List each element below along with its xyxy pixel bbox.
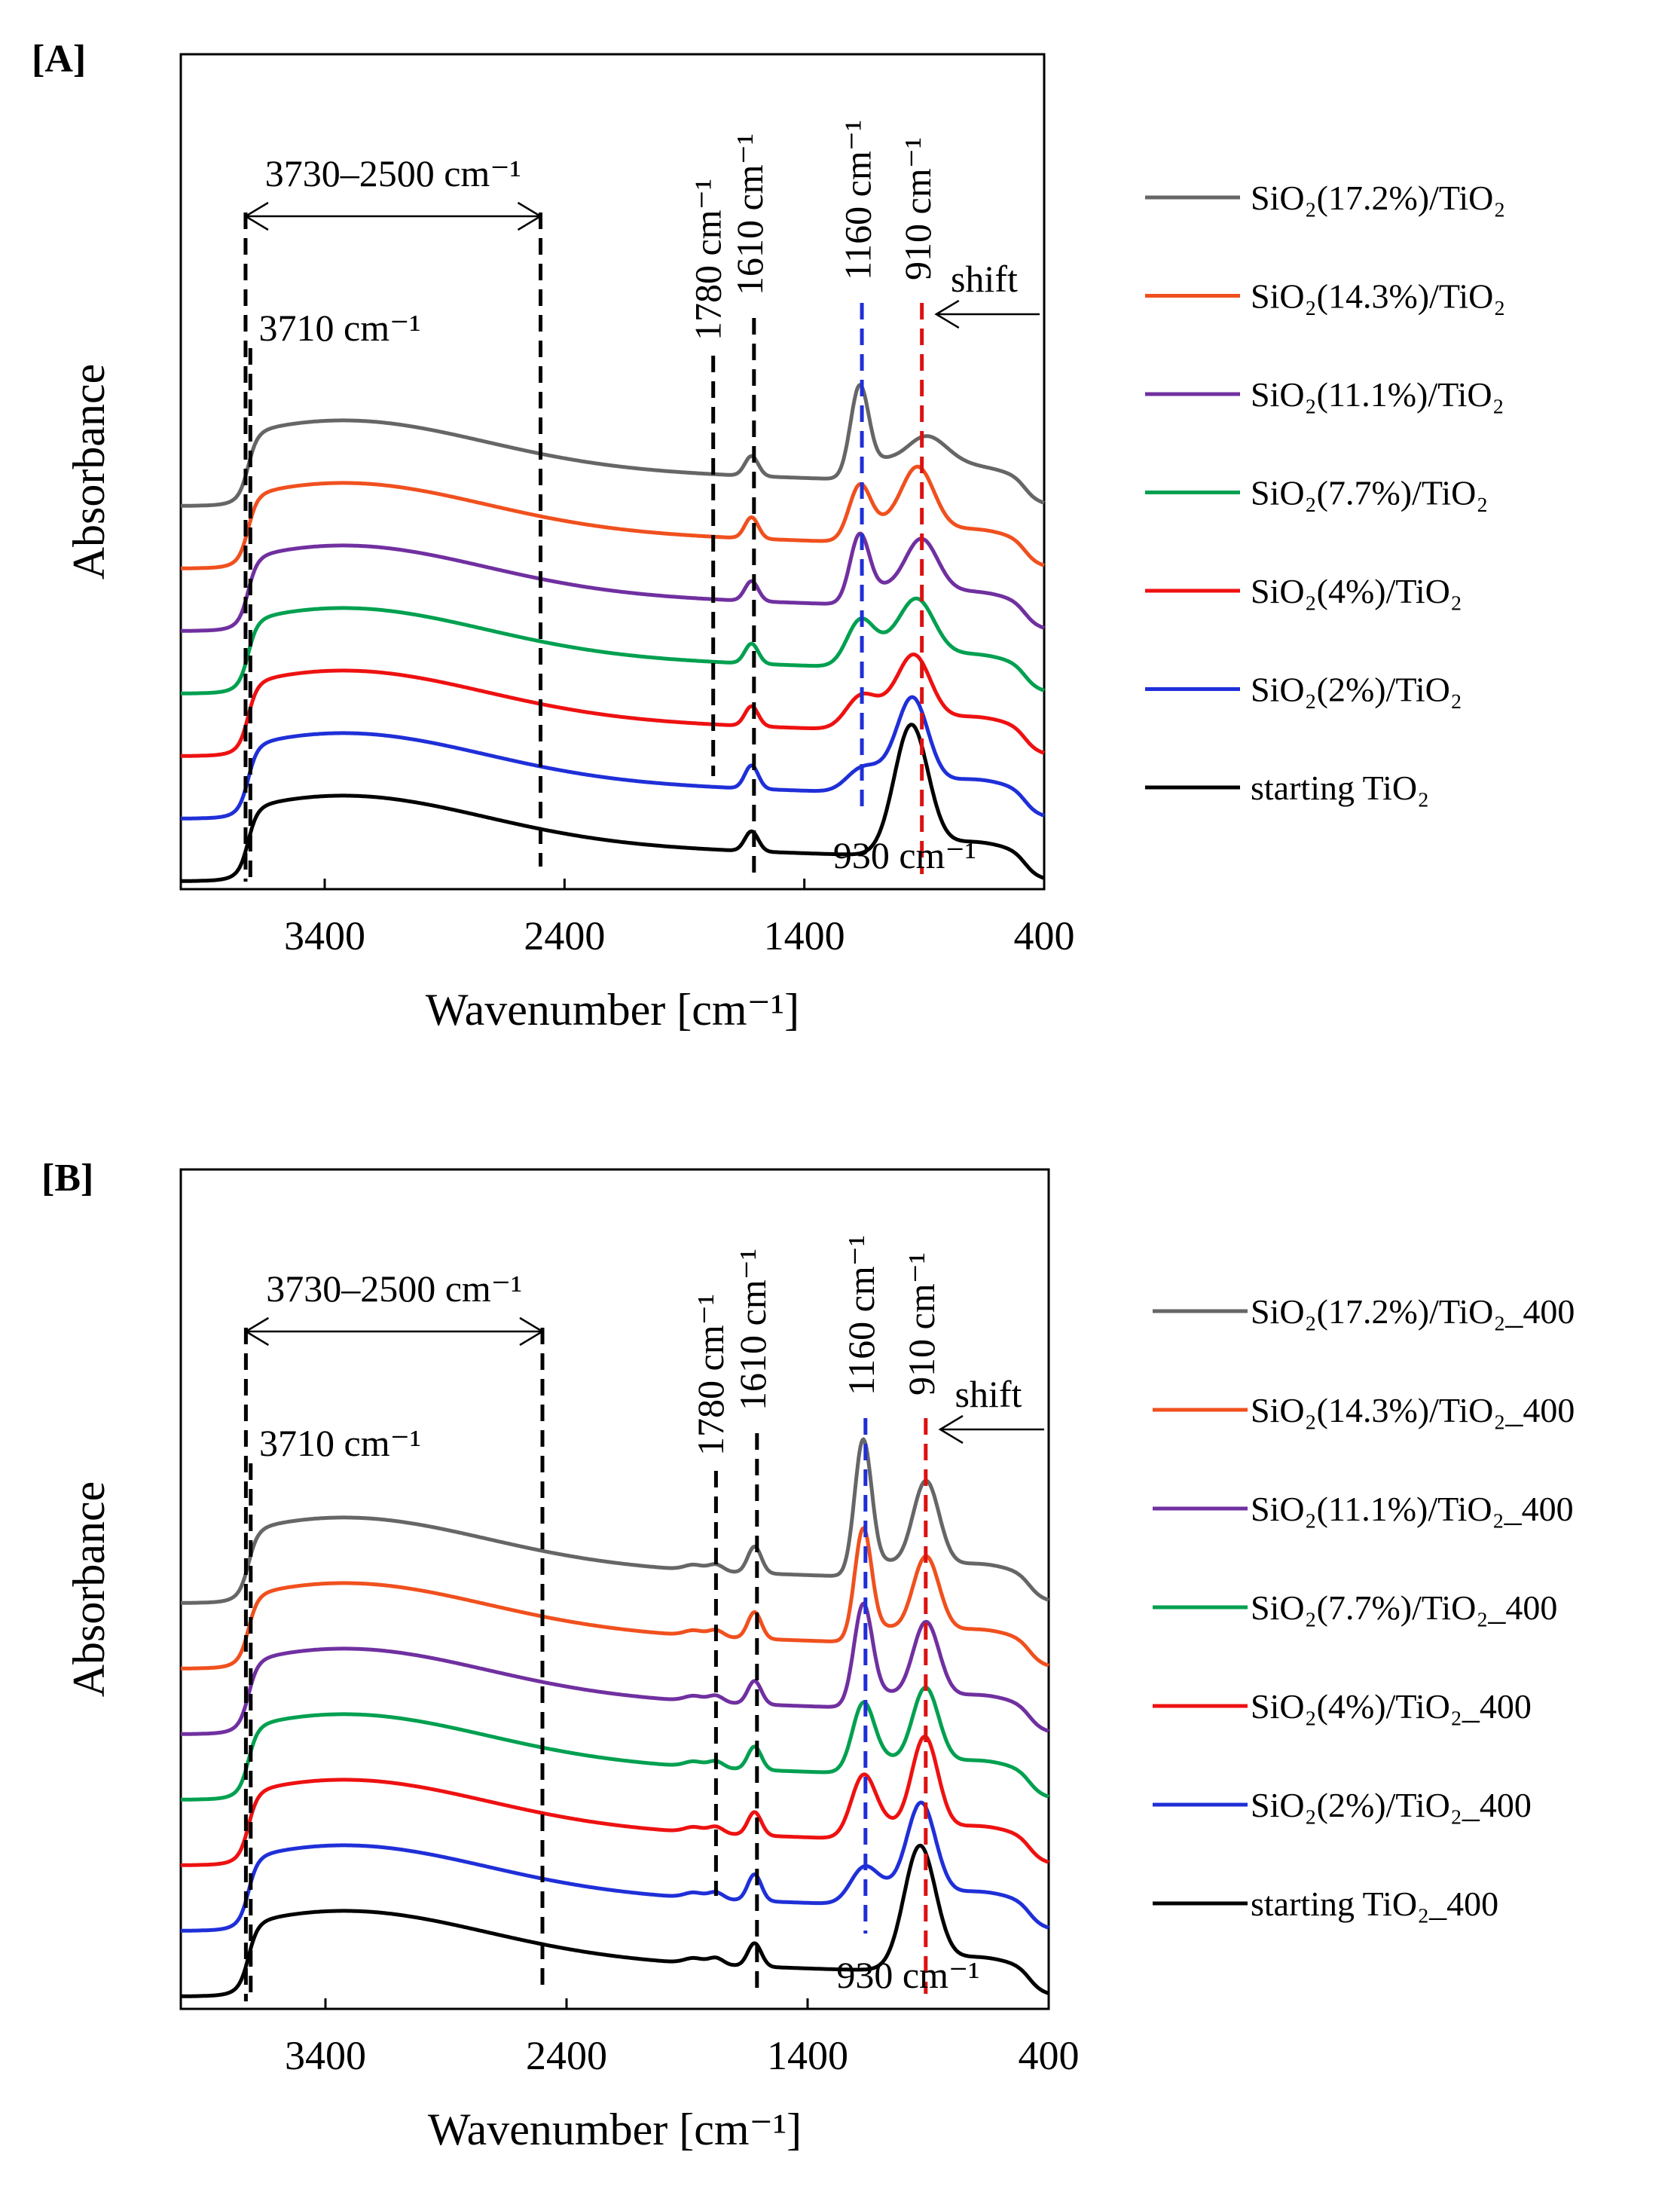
plot-frame <box>179 53 1046 891</box>
spectrum-line <box>181 652 1045 758</box>
spectrum-line <box>181 695 1045 821</box>
plot-frame <box>179 1168 1050 2010</box>
spectrum-line <box>181 1526 1049 1671</box>
range-arrow-head-right <box>517 201 542 231</box>
x-tick-label: 400 <box>1014 913 1075 958</box>
legend-entry: SiO₂(7.7%)/TiO₂_400 <box>1251 1588 1557 1627</box>
spectrum-line <box>181 1685 1049 1802</box>
shift-arrow-head <box>938 1414 964 1444</box>
spectrum-line <box>181 596 1045 695</box>
label-910: 910 cm⁻¹ <box>897 137 939 280</box>
legend-entry: SiO₂(7.7%)/TiO₂ <box>1251 474 1488 512</box>
panel-label: [B] <box>41 1157 93 1200</box>
range-label: 3730–2500 cm⁻¹ <box>266 1267 522 1310</box>
label-910: 910 cm⁻¹ <box>900 1252 942 1396</box>
label-1780: 1780 cm⁻¹ <box>686 179 729 341</box>
shift-label: shift <box>951 258 1018 300</box>
spectrum-line <box>181 1601 1049 1736</box>
x-tick-label: 1400 <box>764 913 845 958</box>
panel-b: [B] 3400 2400 1400 400 Wavenumber [cm⁻¹] Absor… <box>41 1157 1575 2154</box>
label-1780: 1780 cm⁻¹ <box>689 1294 732 1456</box>
x-tick-label: 3400 <box>285 2033 366 2078</box>
range-arrow-head-left <box>243 1316 270 1347</box>
spectrum-line <box>181 1437 1049 1605</box>
legend-entry: SiO₂(11.1%)/TiO₂_400 <box>1251 1490 1574 1528</box>
legend-entry: SiO₂(17.2%)/TiO₂_400 <box>1251 1292 1575 1331</box>
label-3710: 3710 cm⁻¹ <box>259 1422 421 1464</box>
range-label: 3730–2500 cm⁻¹ <box>265 152 521 194</box>
shift-label: shift <box>955 1373 1022 1415</box>
legend-entry: starting TiO₂_400 <box>1251 1885 1498 1923</box>
spectrum-line <box>181 383 1045 508</box>
legend-entry: SiO₂(11.1%)/TiO₂ <box>1251 375 1504 414</box>
x-tick-label: 2400 <box>524 913 605 958</box>
x-tick-label: 3400 <box>284 913 365 958</box>
spectrum-line <box>181 1843 1049 1998</box>
label-1610: 1610 cm⁻¹ <box>732 1249 774 1411</box>
label-1160: 1160 cm⁻¹ <box>836 120 878 280</box>
shift-arrow-head <box>934 299 960 329</box>
legend-entry: SiO₂(2%)/TiO₂ <box>1251 671 1462 709</box>
legend-entry: SiO₂(14.3%)/TiO₂ <box>1251 277 1505 316</box>
spectrum-line <box>181 1735 1049 1867</box>
x-tick-label: 2400 <box>526 2033 607 2078</box>
legend-entry: SiO₂(14.3%)/TiO₂_400 <box>1251 1391 1575 1429</box>
legend-entry: SiO₂(2%)/TiO₂_400 <box>1251 1786 1532 1824</box>
x-axis-label: Wavenumber [cm⁻¹] <box>428 2105 802 2154</box>
x-tick-label: 400 <box>1019 2033 1080 2078</box>
legend-entry: SiO₂(4%)/TiO₂ <box>1251 572 1462 610</box>
label-1610: 1610 cm⁻¹ <box>729 133 771 295</box>
panel-a: [A] 3400 2400 1400 400 Wavenumber [cm⁻¹] Absor… <box>32 38 1505 1035</box>
spectrum-line <box>181 464 1045 570</box>
range-arrow-head-right <box>519 1316 545 1347</box>
label-3710: 3710 cm⁻¹ <box>259 307 421 349</box>
y-axis-label: Absorbance <box>64 364 114 580</box>
range-arrow-head-left <box>243 201 269 231</box>
legend-entry: SiO₂(17.2%)/TiO₂ <box>1251 179 1505 217</box>
label-930: 930 cm⁻¹ <box>833 834 976 876</box>
label-1160: 1160 cm⁻¹ <box>840 1235 882 1396</box>
label-930: 930 cm⁻¹ <box>836 1954 979 1996</box>
x-axis-label: Wavenumber [cm⁻¹] <box>426 985 799 1035</box>
legend-entry: SiO₂(4%)/TiO₂_400 <box>1251 1687 1532 1726</box>
spectrum-line <box>181 1800 1049 1933</box>
spectrum-line <box>181 723 1045 883</box>
y-axis-label: Absorbance <box>64 1481 114 1698</box>
spectrum-line <box>181 531 1045 633</box>
panel-label: [A] <box>32 38 86 81</box>
x-tick-label: 1400 <box>767 2033 848 2078</box>
legend-entry: starting TiO₂ <box>1251 769 1429 807</box>
